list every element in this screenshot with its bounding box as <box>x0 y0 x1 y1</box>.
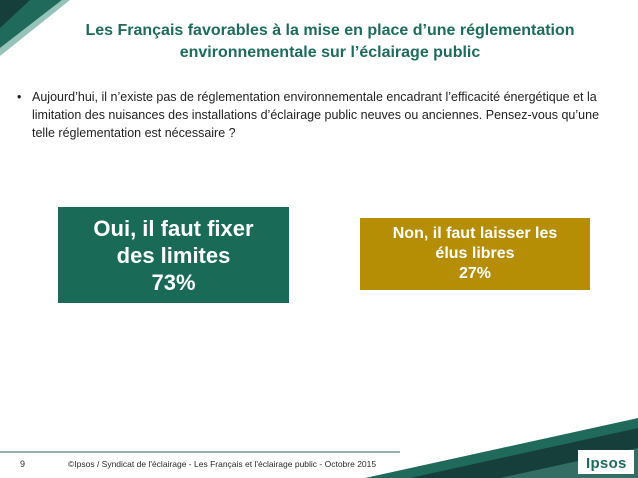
answer-yes-line-1: Oui, il faut fixer <box>93 215 254 241</box>
page-title: Les Français favorables à la mise en pla… <box>70 20 590 64</box>
page-number: 9 <box>20 459 26 469</box>
answer-yes-line-2: des limites <box>116 242 231 268</box>
answer-yes-box: Oui, il faut fixer des limites 73% <box>58 207 289 303</box>
title-line-1: Les Français favorables à la mise en pla… <box>85 22 575 39</box>
bullet-marker: • <box>17 90 22 104</box>
title-line-2: environnementale sur l’éclairage public <box>179 44 481 61</box>
answer-no-box: Non, il faut laisser les élus libres 27% <box>360 218 590 290</box>
ipsos-logo: Ipsos <box>586 455 627 472</box>
corner-decoration <box>0 0 70 56</box>
answer-no-value: 27% <box>458 265 492 282</box>
answer-yes-value: 73% <box>151 269 196 295</box>
question-line-2: limitation des nuisances des installatio… <box>32 108 600 122</box>
question-line-1: Aujourd’hui, il n’existe pas de réglemen… <box>32 90 597 104</box>
answer-no-line-2: élus libres <box>435 245 515 262</box>
question-line-3: telle réglementation est nécessaire ? <box>32 126 236 140</box>
answer-no-line-1: Non, il faut laisser les <box>392 225 558 242</box>
question-block: • Aujourd’hui, il n’existe pas de réglem… <box>17 88 629 142</box>
footer-copyright: ©Ipsos / Syndicat de l'éclairage - Les F… <box>68 459 377 469</box>
